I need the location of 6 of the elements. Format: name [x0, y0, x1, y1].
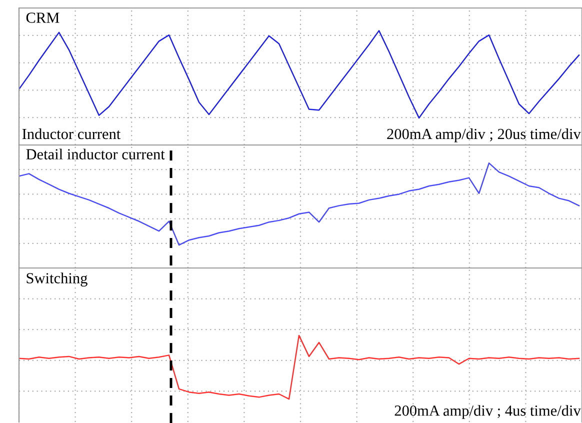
text: 200mA amp/div ; 4us time/div: [394, 405, 581, 419]
text: 200mA amp/div ; 20us time/div: [387, 128, 581, 142]
chart-title: Switching: [26, 272, 88, 287]
text: Inductor current: [22, 128, 121, 140]
chart-title: Detail inductor current: [26, 148, 165, 160]
chart-title: CRM: [26, 12, 60, 23]
